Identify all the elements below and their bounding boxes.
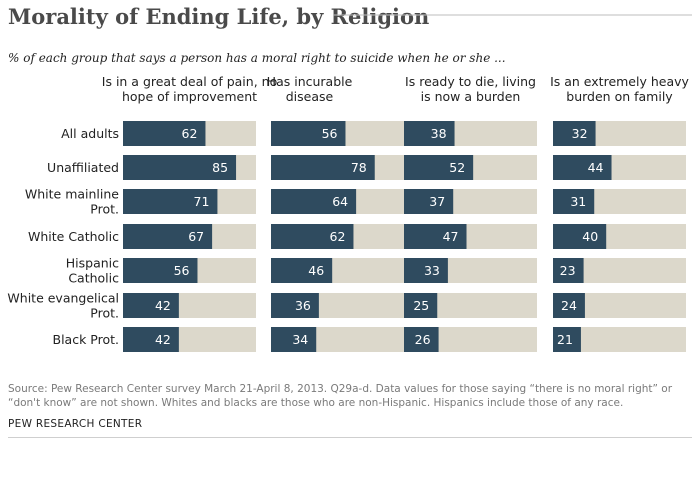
- bar: [404, 121, 455, 146]
- bar-chart: All adults Unaffiliated White mainline Prot…: [7, 14, 692, 352]
- bar-value-label: 23: [560, 263, 576, 278]
- bar: [123, 293, 179, 318]
- category-label: Black Prot.: [53, 332, 120, 347]
- category-label: Hispanic Catholic: [66, 256, 119, 286]
- bar: [271, 155, 375, 180]
- chart-title: Morality of Ending Life, by Religion: [8, 4, 430, 29]
- bar-value-label: 36: [295, 298, 311, 313]
- bar-value-label: 42: [155, 332, 171, 347]
- bar: [123, 155, 237, 180]
- bar-value-label: 62: [330, 229, 346, 244]
- bar: [553, 258, 584, 283]
- category-label: White mainline Prot.: [25, 187, 119, 217]
- bar-value-label: 42: [155, 298, 171, 313]
- bar-value-label: 31: [570, 194, 586, 209]
- bar: [123, 189, 218, 214]
- bar: [404, 327, 439, 352]
- series-header: Is ready to die, living is now a burden: [405, 74, 536, 104]
- bar: [404, 224, 467, 249]
- bar: [404, 155, 474, 180]
- bar: [271, 327, 317, 352]
- bar: [123, 258, 198, 283]
- series-header: Has incurable disease: [267, 74, 353, 104]
- organization-name: PEW RESEARCH CENTER: [8, 418, 143, 430]
- bar: [553, 224, 607, 249]
- bar: [553, 121, 596, 146]
- bar: [271, 293, 319, 318]
- bar: [123, 224, 213, 249]
- category-label: White Catholic: [28, 229, 119, 244]
- bar: [553, 327, 581, 352]
- bar-value-label: 40: [582, 229, 598, 244]
- bottom-divider: [8, 437, 692, 438]
- bar-value-label: 26: [415, 332, 431, 347]
- category-label: All adults: [61, 126, 119, 141]
- category-label: Unaffiliated: [47, 160, 119, 175]
- series-header: Is an extremely heavy burden on family: [550, 74, 689, 104]
- bar: [553, 293, 585, 318]
- bar-value-label: 78: [351, 160, 367, 175]
- bar-value-label: 34: [292, 332, 308, 347]
- bar-value-label: 47: [443, 229, 459, 244]
- bar-value-label: 33: [424, 263, 440, 278]
- bar: [404, 293, 438, 318]
- bar: [271, 189, 357, 214]
- bar-value-label: 71: [194, 194, 210, 209]
- bar-value-label: 64: [332, 194, 348, 209]
- bar-value-label: 44: [588, 160, 604, 175]
- bar-value-label: 56: [322, 126, 338, 141]
- bar: [404, 189, 454, 214]
- bar-value-label: 67: [188, 229, 204, 244]
- bar-value-label: 24: [561, 298, 577, 313]
- chart-subtitle: % of each group that says a person has a…: [8, 51, 506, 65]
- bar: [123, 327, 179, 352]
- bar-value-label: 56: [174, 263, 190, 278]
- series-header: Is in a great deal of pain, no hope of im…: [102, 74, 277, 104]
- bar: [404, 258, 448, 283]
- bar: [553, 155, 612, 180]
- bar-value-label: 52: [449, 160, 465, 175]
- bar: [123, 121, 206, 146]
- bar: [271, 121, 346, 146]
- bar-value-label: 38: [431, 126, 447, 141]
- bar-value-label: 32: [572, 126, 588, 141]
- source-note: Source: Pew Research Center survey March…: [8, 383, 673, 409]
- bar-value-label: 62: [182, 126, 198, 141]
- bar-value-label: 21: [557, 332, 573, 347]
- bar-value-label: 37: [429, 194, 445, 209]
- bar-value-label: 25: [413, 298, 429, 313]
- bar: [271, 224, 354, 249]
- bar-value-label: 85: [212, 160, 228, 175]
- bar: [271, 258, 333, 283]
- bar: [553, 189, 595, 214]
- bar-value-label: 46: [308, 263, 324, 278]
- category-label: White evangelical Prot.: [7, 291, 119, 321]
